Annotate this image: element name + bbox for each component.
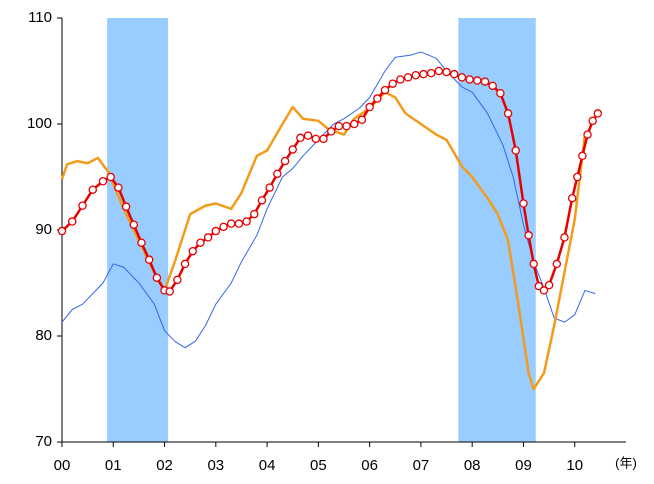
marker: [578, 151, 587, 161]
marker: [280, 156, 290, 166]
marker: [449, 69, 459, 79]
x-tick-label: 06: [361, 457, 378, 474]
marker: [326, 127, 336, 136]
x-tick-label: 03: [207, 457, 224, 474]
marker: [473, 76, 482, 85]
marker: [465, 75, 474, 84]
marker: [442, 67, 451, 77]
marker: [311, 134, 321, 144]
y-tick-label: 110: [28, 9, 52, 26]
marker: [265, 183, 274, 192]
x-tick-label: 08: [464, 457, 481, 474]
marker: [144, 255, 154, 264]
x-tick-label: 02: [156, 457, 173, 474]
marker: [250, 209, 259, 219]
marker: [373, 94, 382, 103]
marker: [342, 121, 351, 131]
marker: [234, 219, 244, 228]
marker: [257, 196, 267, 205]
x-tick-label: 04: [259, 457, 276, 474]
marker: [242, 217, 251, 226]
marker: [288, 145, 297, 154]
marker: [196, 238, 205, 247]
marker: [552, 259, 562, 269]
marker: [593, 109, 603, 118]
marker: [380, 85, 390, 95]
marker: [219, 222, 228, 232]
marker: [511, 146, 521, 155]
y-tick-label: 70: [35, 433, 52, 450]
marker: [560, 233, 569, 242]
marker: [544, 280, 554, 290]
marker: [365, 102, 374, 112]
x-tick-label: 10: [566, 457, 583, 474]
marker: [129, 220, 139, 229]
marker: [121, 202, 131, 211]
marker: [165, 287, 174, 296]
marker: [434, 66, 444, 76]
marker: [480, 77, 490, 86]
marker: [588, 116, 597, 126]
marker: [524, 231, 533, 240]
marker: [303, 131, 313, 140]
marker: [411, 70, 421, 80]
y-tick-label: 100: [27, 115, 52, 132]
x-unit-label: (年): [615, 455, 637, 470]
marker: [211, 226, 221, 236]
marker: [457, 73, 467, 82]
marker: [396, 75, 405, 84]
marker: [78, 201, 87, 210]
marker: [188, 246, 197, 256]
marker: [203, 233, 213, 242]
recession-band: [107, 18, 169, 442]
marker: [273, 169, 282, 179]
marker: [57, 226, 67, 236]
marker: [68, 217, 77, 226]
marker: [403, 73, 413, 82]
series-line: [61, 51, 596, 349]
marker: [296, 133, 305, 143]
x-tick-label: 01: [105, 457, 122, 474]
marker: [137, 238, 146, 247]
marker: [567, 193, 577, 203]
marker: [106, 172, 115, 182]
marker: [529, 259, 538, 269]
marker: [226, 219, 236, 228]
marker: [488, 81, 497, 91]
y-tick-label: 80: [35, 327, 52, 344]
marker: [496, 89, 505, 98]
marker: [319, 134, 328, 144]
marker: [173, 275, 182, 285]
marker: [357, 115, 367, 125]
marker: [88, 185, 98, 194]
x-tick-label: 07: [413, 457, 430, 474]
marker: [350, 119, 359, 129]
x-tick-label: 05: [310, 457, 327, 474]
marker: [388, 79, 397, 88]
marker: [152, 273, 162, 282]
marker: [426, 68, 436, 78]
marker: [573, 172, 582, 182]
x-tick-label: 00: [54, 457, 71, 474]
marker: [539, 286, 549, 295]
marker: [419, 69, 428, 79]
marker: [114, 183, 123, 192]
marker: [180, 259, 190, 269]
marker: [98, 176, 108, 186]
marker: [503, 109, 513, 118]
x-tick-label: 09: [515, 457, 532, 474]
marker: [334, 121, 344, 131]
marker: [583, 130, 592, 139]
marker: [519, 199, 528, 208]
y-tick-label: 90: [35, 221, 52, 238]
